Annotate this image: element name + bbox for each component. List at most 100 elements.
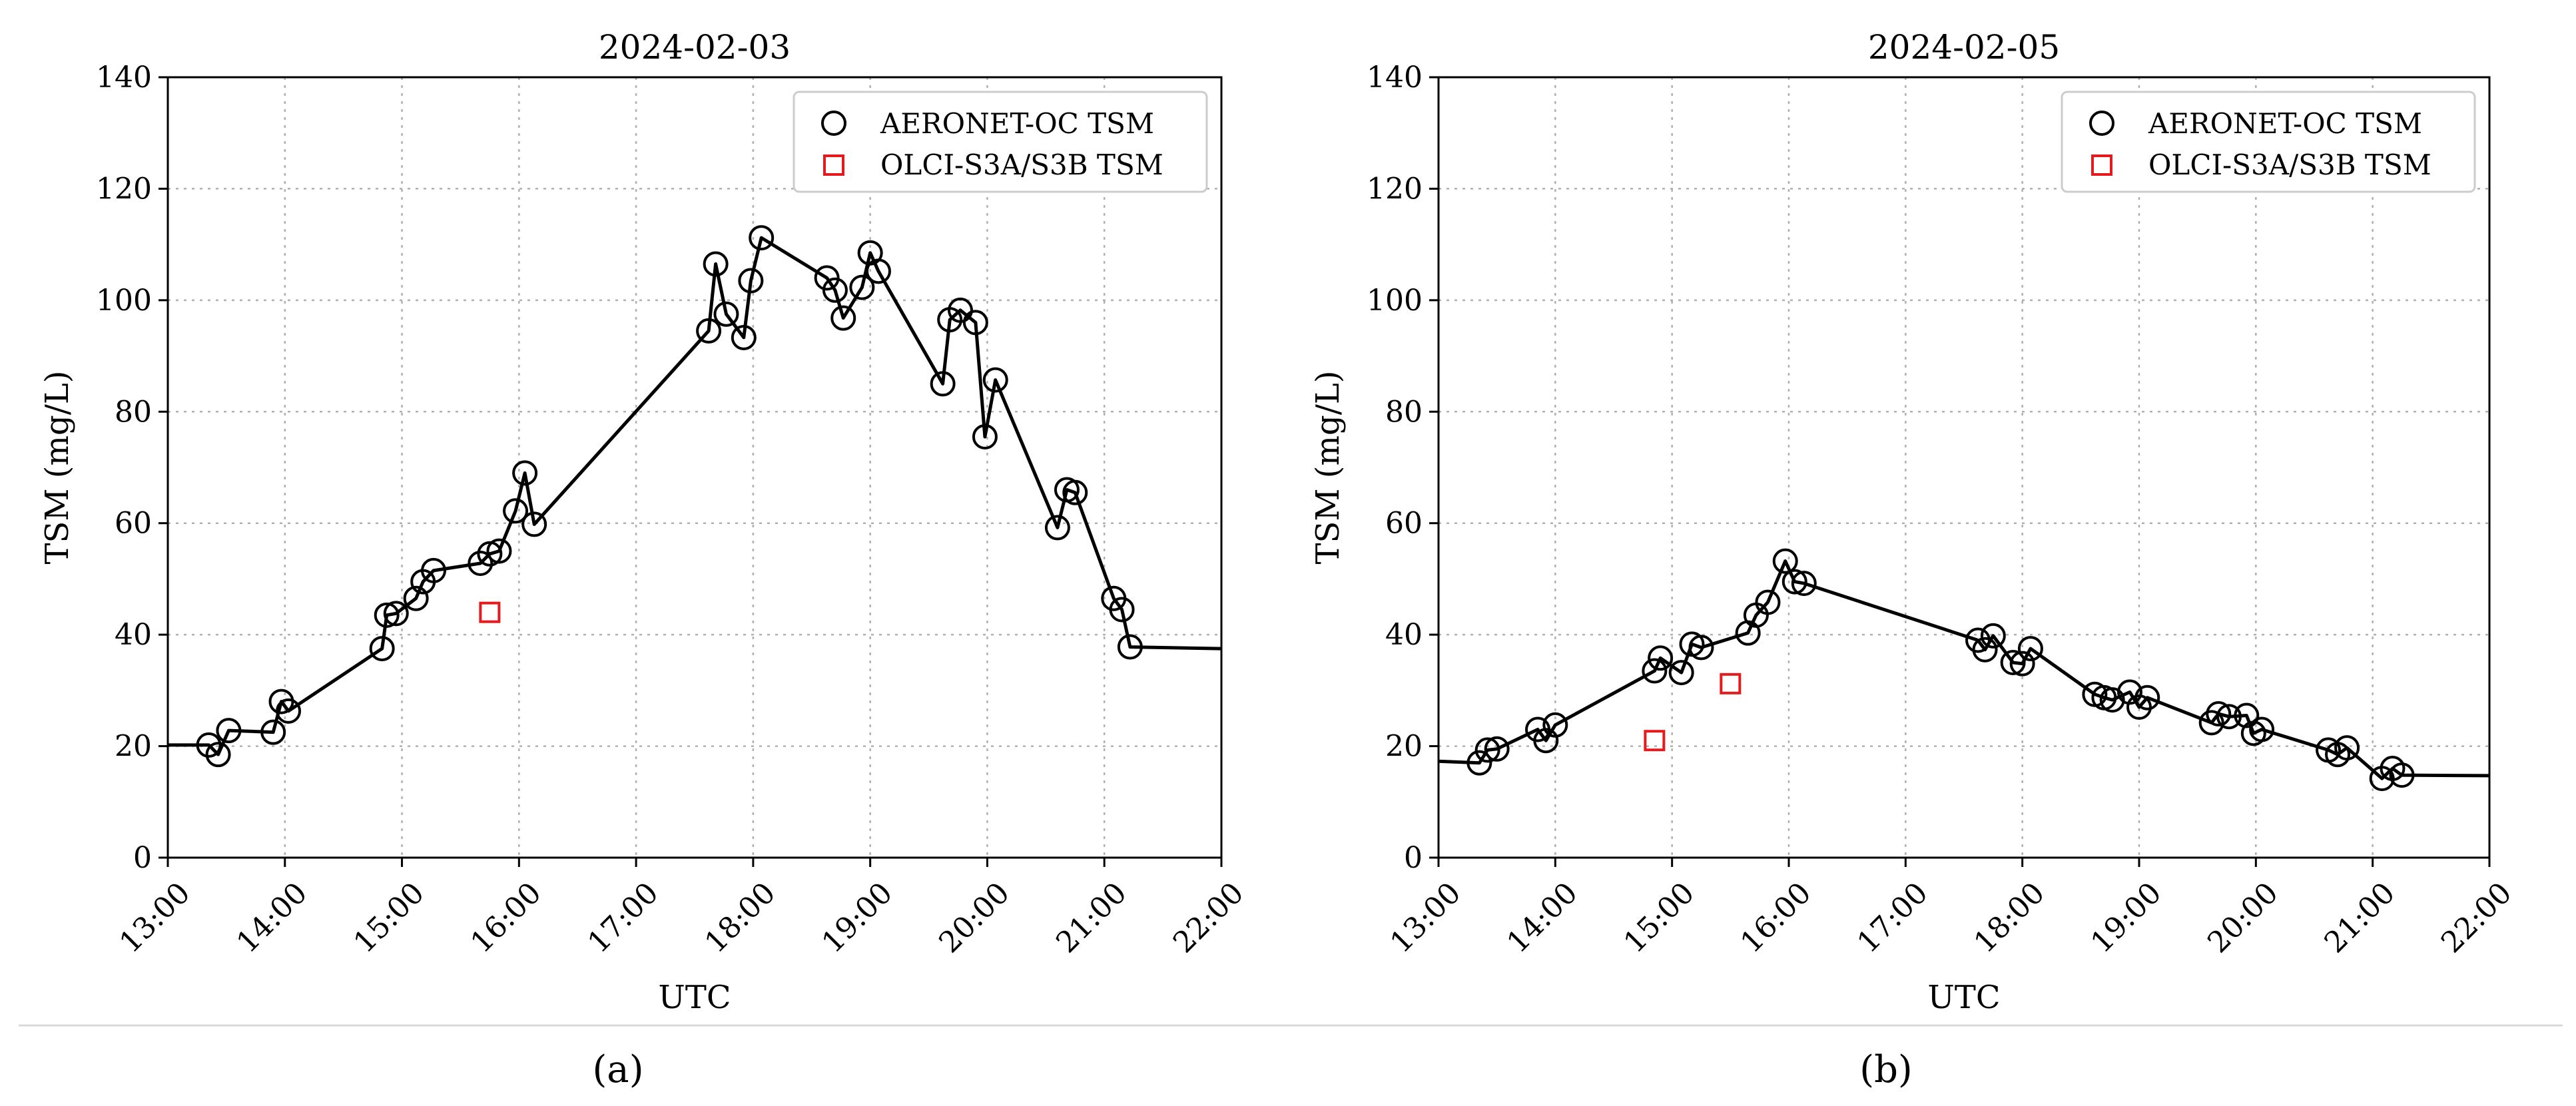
y-tick-label: 140 (1367, 61, 1423, 95)
data-point-aeronet (383, 601, 409, 627)
y-tick-label: 40 (115, 618, 152, 652)
data-point-aeronet (822, 277, 848, 303)
y-tick-label: 140 (96, 61, 152, 95)
data-point-aeronet (972, 423, 998, 449)
y-tick-label: 80 (1385, 395, 1423, 429)
data-point-olci (1720, 673, 1742, 694)
data-point-aeronet (930, 371, 956, 397)
data-point-aeronet (2198, 710, 2224, 736)
chart-title: 2024-02-05 (1868, 28, 2060, 67)
data-point-aeronet (1642, 658, 1668, 684)
data-point-aeronet (2000, 650, 2026, 675)
data-point-aeronet (1466, 750, 1492, 776)
data-point-aeronet (2389, 762, 2415, 788)
data-point-aeronet (1668, 660, 1694, 686)
data-point-aeronet (2249, 716, 2275, 742)
data-point-aeronet (2234, 702, 2260, 728)
data-point-aeronet (1772, 548, 1798, 574)
chart-title: 2024-02-03 (599, 28, 791, 67)
legend-marker-olci (2091, 154, 2112, 176)
data-point-aeronet (738, 268, 764, 294)
data-point-aeronet (731, 324, 757, 350)
y-tick-label: 100 (96, 284, 152, 318)
y-tick-label: 120 (96, 172, 152, 206)
data-point-aeronet (1755, 589, 1781, 615)
legend-box (793, 91, 1208, 193)
data-point-aeronet (260, 719, 286, 745)
data-point-aeronet (1109, 597, 1135, 623)
legend-label-aeronet: AERONET-OC TSM (880, 107, 1154, 140)
data-point-aeronet (749, 225, 775, 251)
series-line-aeronet (168, 236, 1222, 756)
y-tick-label: 120 (1367, 172, 1423, 206)
legend-box (2061, 91, 2476, 193)
plot-frame (166, 76, 1223, 859)
x-axis-title: UTC (658, 979, 731, 1016)
x-axis-title: UTC (1927, 979, 2000, 1016)
y-tick-label: 20 (1385, 730, 1423, 764)
y-tick-label: 0 (1404, 841, 1423, 875)
data-point-aeronet (2134, 685, 2160, 710)
y-tick-label: 0 (133, 841, 152, 875)
data-point-aeronet (1972, 637, 1998, 663)
data-point-aeronet (2334, 735, 2360, 761)
y-tick-label: 80 (115, 395, 152, 429)
data-point-aeronet (477, 541, 503, 567)
y-tick-label: 100 (1367, 284, 1423, 318)
legend-marker-olci (823, 154, 844, 176)
data-point-aeronet (1542, 712, 1568, 738)
y-tick-label: 60 (1385, 507, 1423, 541)
data-point-aeronet (521, 511, 547, 537)
data-point-aeronet (374, 602, 400, 628)
plot-frame (1437, 76, 2491, 859)
data-point-aeronet (205, 742, 231, 768)
legend-label-olci: OLCI-S3A/S3B TSM (880, 148, 1163, 181)
data-point-aeronet (1044, 515, 1070, 541)
panel-label: (b) (1859, 1048, 1913, 1091)
legend-marker-aeronet (821, 111, 846, 136)
data-point-aeronet (849, 274, 875, 300)
data-point-aeronet (369, 636, 395, 662)
data-point-aeronet (1781, 569, 1807, 595)
data-point-aeronet (2099, 687, 2125, 713)
data-point-aeronet (814, 265, 840, 291)
data-point-aeronet (1062, 479, 1088, 505)
data-point-aeronet (1474, 737, 1500, 763)
data-point-aeronet (421, 557, 447, 583)
data-point-aeronet (1791, 571, 1817, 597)
data-point-aeronet (276, 698, 302, 724)
data-point-aeronet (2216, 704, 2242, 730)
y-axis-title: TSM (mg/L) (1309, 370, 1347, 564)
data-point-aeronet (865, 258, 891, 284)
data-point-aeronet (512, 460, 538, 486)
legend-marker-aeronet (2089, 111, 2114, 136)
data-point-aeronet (2126, 694, 2152, 720)
data-point-aeronet (503, 498, 529, 524)
data-point-olci (1644, 730, 1666, 752)
y-tick-label: 40 (1385, 618, 1423, 652)
data-point-aeronet (1648, 645, 1674, 671)
data-point-aeronet (982, 367, 1008, 393)
legend: AERONET-OC TSM OLCI-S3A/S3B TSM (2061, 91, 2476, 193)
data-point-aeronet (696, 318, 722, 344)
data-point-aeronet (713, 301, 739, 327)
data-point-aeronet (703, 251, 729, 277)
data-point-aeronet (2206, 701, 2232, 727)
data-point-aeronet (216, 718, 242, 744)
data-point-aeronet (486, 538, 512, 564)
data-point-aeronet (196, 732, 222, 758)
data-point-aeronet (1484, 736, 1510, 762)
y-axis-title: TSM (mg/L) (39, 370, 76, 564)
data-point-aeronet (1117, 634, 1143, 660)
y-tick-label: 60 (115, 507, 152, 541)
legend: AERONET-OC TSM OLCI-S3A/S3B TSM (793, 91, 1208, 193)
data-point-aeronet (1688, 635, 1714, 661)
legend-label-olci: OLCI-S3A/S3B TSM (2148, 148, 2431, 181)
data-point-olci (479, 601, 501, 623)
data-point-aeronet (2017, 636, 2043, 662)
data-point-aeronet (962, 310, 988, 336)
data-point-aeronet (2009, 651, 2035, 677)
data-point-aeronet (468, 550, 493, 576)
data-point-aeronet (403, 585, 429, 611)
